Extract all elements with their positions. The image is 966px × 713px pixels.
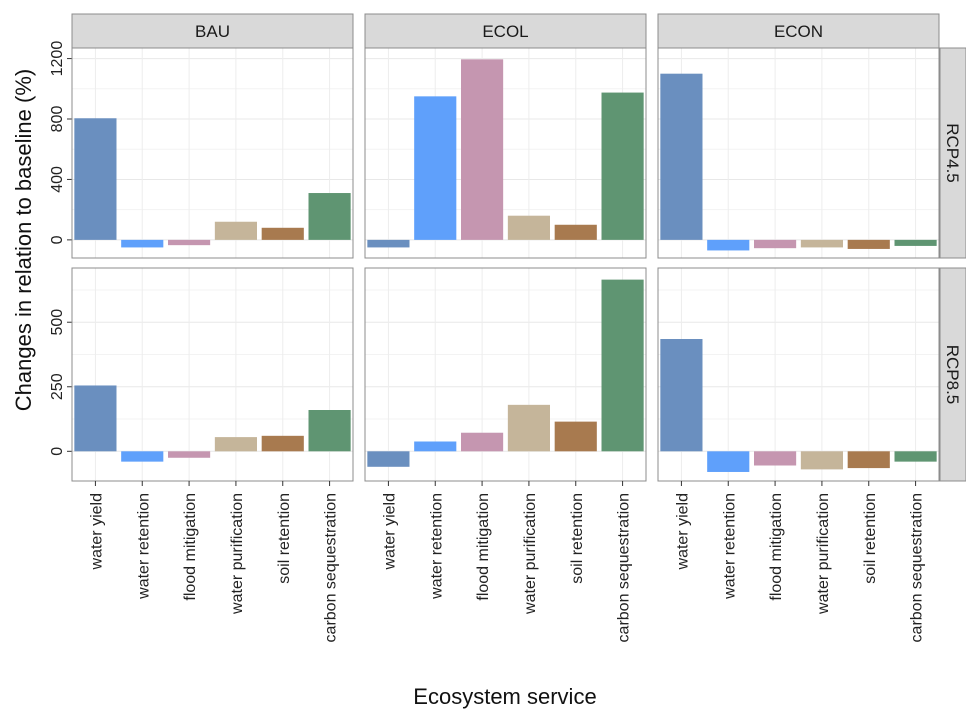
panel-border: [364, 47, 647, 259]
bar-carbon-sequestration: [894, 451, 937, 462]
row-1-strip: [939, 47, 966, 259]
panel-rcp45-econ: [657, 47, 940, 259]
bar-carbon-sequestration: [894, 239, 937, 246]
x-tick-label: water yield: [674, 493, 691, 570]
bar-soil-retention: [554, 421, 597, 452]
panel-rcp85-ecol: [364, 267, 647, 482]
panel-background: [658, 268, 939, 481]
bar-soil-retention: [847, 451, 890, 469]
strip-label-bau: BAU: [195, 22, 230, 41]
bar-water-purification: [214, 437, 257, 452]
y-tick-label: 800: [49, 106, 66, 133]
bar-water-purification: [507, 215, 550, 240]
y-tick-label: 400: [49, 166, 66, 193]
y-axis-title: Changes in relation to baseline (%): [11, 69, 36, 411]
bar-flood-mitigation: [754, 239, 797, 249]
strip-ecol: [364, 13, 647, 49]
bar-flood-mitigation: [168, 239, 211, 246]
y-tick-label: 1200: [49, 41, 66, 77]
x-tick-label: water retention: [135, 493, 152, 600]
panel-rcp85-econ: [657, 267, 940, 482]
bar-carbon-sequestration: [601, 279, 644, 452]
x-tick-label: water retention: [721, 493, 738, 600]
x-tick-label: water purification: [229, 493, 246, 615]
x-tick-label: soil retention: [569, 493, 586, 584]
x-tick-label: soil retention: [862, 493, 879, 584]
panel-background: [658, 48, 939, 258]
bar-water-retention: [707, 239, 750, 251]
bar-soil-retention: [261, 435, 304, 452]
plot-area: BAU ECOL ECON RCP4.5 0 400 800 1200 RCP8.5 0 250 50…: [49, 13, 966, 642]
bar-water-yield: [74, 118, 117, 240]
panel-background: [365, 48, 646, 258]
bar-flood-mitigation: [461, 432, 504, 452]
strip-econ: [657, 13, 940, 49]
bar-water-yield: [660, 73, 703, 240]
x-tick-label: soil retention: [276, 493, 293, 584]
bar-water-purification: [800, 451, 843, 470]
row-2-strip: [939, 267, 966, 482]
bar-water-retention: [414, 96, 457, 240]
bar-carbon-sequestration: [308, 193, 351, 240]
panel-background: [72, 48, 353, 258]
bar-carbon-sequestration: [308, 410, 351, 452]
strip-label-ecol: ECOL: [482, 22, 528, 41]
bar-soil-retention: [847, 239, 890, 249]
strip-bau: [71, 13, 354, 49]
panel-background: [365, 268, 646, 481]
x-tick-label: flood mitigation: [182, 493, 199, 601]
panel-border: [364, 267, 647, 482]
bar-soil-retention: [554, 224, 597, 240]
bar-water-purification: [214, 221, 257, 240]
y-tick-label: 250: [49, 373, 66, 400]
panel-background: [72, 268, 353, 481]
x-tick-label: water yield: [381, 493, 398, 570]
panel-border: [71, 47, 354, 259]
bar-water-retention: [121, 239, 164, 248]
bar-soil-retention: [261, 227, 304, 240]
x-tick-label: flood mitigation: [768, 493, 785, 601]
bar-water-yield: [74, 385, 117, 452]
x-tick-label: water retention: [428, 493, 445, 600]
bar-water-retention: [707, 451, 750, 472]
panel-border: [71, 267, 354, 482]
row-1-strip-label: RCP4.5: [943, 123, 962, 183]
y-tick-label: 0: [49, 235, 66, 244]
panel-border: [657, 267, 940, 482]
bar-water-yield: [367, 239, 410, 248]
row-2-strip-label: RCP8.5: [943, 345, 962, 405]
x-tick-label: water yield: [88, 493, 105, 570]
x-tick-label: water purification: [815, 493, 832, 615]
bar-flood-mitigation: [754, 451, 797, 466]
x-tick-label: flood mitigation: [475, 493, 492, 601]
x-tick-label: carbon sequestration: [909, 493, 926, 642]
panel-border: [657, 47, 940, 259]
x-tick-label: carbon sequestration: [616, 493, 633, 642]
x-tick-label: water purification: [522, 493, 539, 615]
bar-water-purification: [507, 404, 550, 452]
bar-water-yield: [660, 339, 703, 452]
panel-rcp85-bau: [71, 267, 354, 482]
y-tick-label: 0: [49, 447, 66, 456]
x-tick-label: carbon sequestration: [323, 493, 340, 642]
bar-carbon-sequestration: [601, 92, 644, 240]
strip-label-econ: ECON: [774, 22, 823, 41]
y-tick-label: 500: [49, 309, 66, 336]
bar-water-retention: [414, 441, 457, 452]
bar-flood-mitigation: [168, 451, 211, 458]
panel-rcp45-bau: [71, 47, 354, 259]
bar-water-retention: [121, 451, 164, 462]
bar-water-purification: [800, 239, 843, 248]
x-axis-title: Ecosystem service: [413, 684, 596, 709]
bar-flood-mitigation: [461, 59, 504, 240]
panel-rcp45-ecol: [364, 47, 647, 259]
bar-water-yield: [367, 451, 410, 467]
